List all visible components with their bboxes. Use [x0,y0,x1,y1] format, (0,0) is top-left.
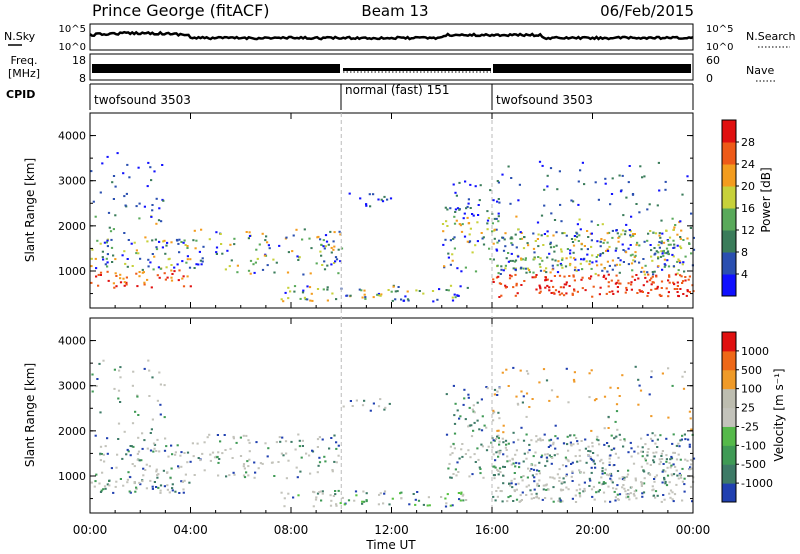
mode-change-markers [340,113,493,513]
freq-tick-bottom: 8 [79,72,86,85]
colorbar-segment [722,332,736,352]
colorbar-tick-label: 24 [741,158,755,171]
freq-unit-label: [MHz] [8,67,40,80]
time-axis-label: Time UT [365,538,416,552]
colorbar-tick-label: -100 [741,439,766,452]
colorbar-segment [722,426,736,446]
colorbar-segment [722,407,736,427]
time-tick-label: 20:00 [575,523,610,537]
colorbar-segment [722,445,736,465]
colorbar-segment [722,388,736,409]
colorbar-segment [722,230,736,253]
colorbar-tick-label: 1000 [741,345,769,358]
colorbar-tick-label: 8 [741,246,748,259]
colorbar-tick-label: 500 [741,364,762,377]
colorbar-segment [722,464,736,484]
colorbar-tick-label: 4 [741,268,748,281]
colorbar-segment [722,369,736,390]
time-tick-label: 00:00 [676,523,711,537]
power-data [90,152,696,303]
colorbar-tick-label: -25 [741,420,759,433]
velocity-colorbar-label: Velocity [m s⁻¹] [772,368,786,461]
freq-panel: Freq. [MHz] 18 8 60 0 Nave [8,53,776,85]
nsky-tick-top: 10^5 [59,24,86,35]
power-panel: 1000 2000 3000 4000 Slant Range [km] 4 8 12 16… [23,112,773,309]
colorbar-segment [722,120,736,143]
cpid-segment-1: twofsound 3503 [94,93,191,107]
colorbar-tick-label: 25 [741,402,755,415]
velocity-data [90,359,696,508]
colorbar-tick-label: 28 [741,136,755,149]
time-axis: 00:00 04:00 08:00 12:00 16:00 20:00 00:00 [73,113,711,537]
colorbar-segment [722,208,736,231]
nsky-panel: N.Sky 10^5 10^0 10^5 10^0 N.Search [4,23,796,53]
power-colorbar: 4 8 12 16 20 24 28 [721,119,755,297]
colorbar-tick-label: 20 [741,180,755,193]
y-tick-label: 1000 [58,265,86,278]
freq-label: Freq. [10,54,37,67]
velocity-ylabel: Slant Range [km] [23,363,37,467]
freq-tick-top: 18 [72,54,86,67]
power-colorbar-label: Power [dB] [759,167,773,232]
colorbar-segment [722,252,736,275]
station-title: Prince George (fitACF) [92,1,270,20]
cpid-label: CPID [6,88,35,101]
nsearch-tick-bottom: 10^0 [706,42,733,53]
colorbar-segment [722,142,736,165]
colorbar-tick-label: -1000 [741,477,773,490]
nave-label: Nave [746,64,774,77]
cpid-strip: CPID twofsound 3503 normal (fast) 151 tw… [6,83,694,110]
y-tick-label: 1000 [58,470,86,483]
date-title: 06/Feb/2015 [600,2,694,20]
nsearch-tick-top: 10^5 [706,24,733,35]
time-tick-label: 00:00 [73,523,108,537]
y-tick-label: 2000 [58,220,86,233]
y-tick-label: 4000 [58,335,86,348]
colorbar-segment [722,274,736,297]
y-tick-label: 3000 [58,380,86,393]
cpid-segment-3: twofsound 3503 [496,93,593,107]
colorbar-segment [722,350,736,371]
colorbar-segment [722,483,736,503]
nsky-label: N.Sky [4,30,36,43]
nave-tick-top: 60 [706,54,720,67]
nave-tick-bottom: 0 [706,72,713,85]
colorbar-segment [722,164,736,187]
colorbar-tick-label: -500 [741,458,766,471]
nsky-trace [89,30,694,41]
colorbar-tick-label: 16 [741,202,755,215]
cpid-segment-2: normal (fast) 151 [345,83,449,97]
beam-title: Beam 13 [361,2,428,20]
colorbar-tick-label: 12 [741,224,755,237]
time-tick-label: 12:00 [374,523,409,537]
velocity-colorbar: 1000 500 100 25 -25 -100 -500 -1000 [721,331,773,503]
time-tick-label: 16:00 [475,523,510,537]
colorbar-segment [722,186,736,209]
time-tick-label: 08:00 [274,523,309,537]
y-tick-label: 2000 [58,425,86,438]
nsearch-label: N.Search [746,30,796,43]
colorbar-tick-label: 100 [741,383,762,396]
velocity-panel: 1000 2000 3000 4000 Slant Range [km] 1000 50… [23,317,786,514]
y-tick-label: 3000 [58,175,86,188]
power-ylabel: Slant Range [km] [23,158,37,262]
nsky-tick-bottom: 10^0 [59,42,86,53]
time-tick-label: 04:00 [173,523,208,537]
y-tick-label: 4000 [58,130,86,143]
